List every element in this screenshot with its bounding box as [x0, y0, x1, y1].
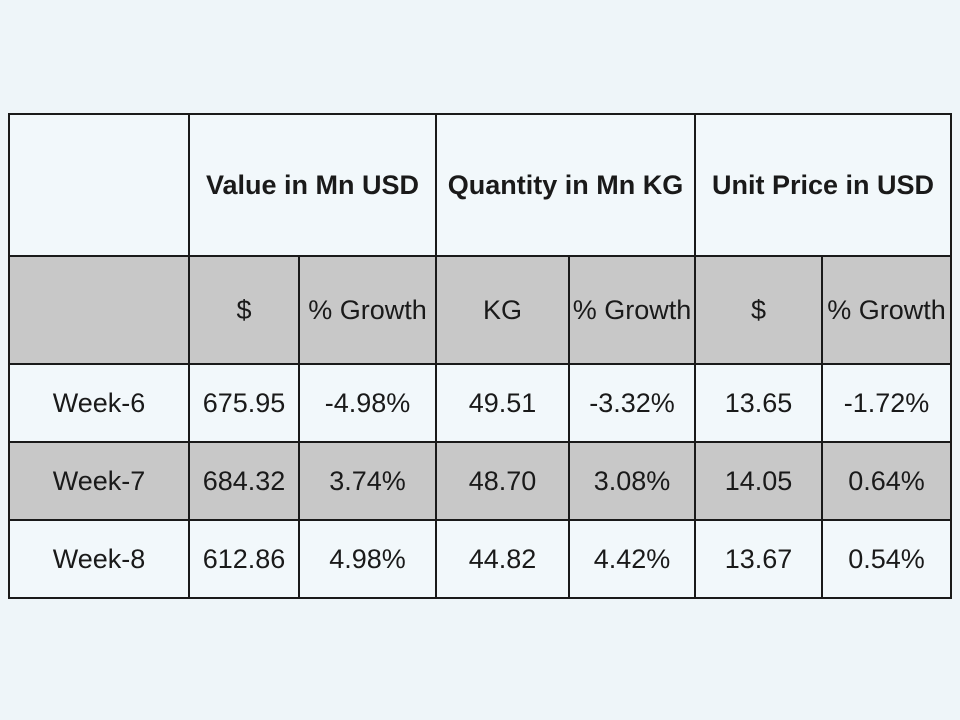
group-header-quantity: Quantity in Mn KG [435, 113, 697, 257]
table-cell: 0.64% [821, 441, 953, 521]
corner-cell [8, 113, 190, 257]
sub-header-quantity-kg: KG [435, 255, 571, 365]
table-cell: 49.51 [435, 363, 571, 443]
table-row: Week-6 675.95 -4.98% 49.51 -3.32% 13.65 … [8, 363, 953, 443]
table-cell: 612.86 [188, 519, 300, 599]
table-cell: 13.65 [694, 363, 824, 443]
table-cell: 14.05 [694, 441, 824, 521]
table-cell: 3.74% [297, 441, 438, 521]
table-cell: -3.32% [568, 363, 697, 443]
table-cell: -1.72% [821, 363, 953, 443]
group-header-unit-price: Unit Price in USD [694, 113, 953, 257]
group-header-row: Value in Mn USD Quantity in Mn KG Unit P… [8, 113, 953, 257]
group-header-value: Value in Mn USD [187, 113, 438, 257]
table-cell: -4.98% [297, 363, 438, 443]
table-row: Week-8 612.86 4.98% 44.82 4.42% 13.67 0.… [8, 519, 953, 599]
data-table: Value in Mn USD Quantity in Mn KG Unit P… [8, 113, 953, 599]
table-cell: 44.82 [435, 519, 571, 599]
table-cell: 4.98% [297, 519, 438, 599]
table-row: Week-7 684.32 3.74% 48.70 3.08% 14.05 0.… [8, 441, 953, 521]
table-cell: 675.95 [188, 363, 300, 443]
row-label: Week-6 [8, 363, 190, 443]
row-label: Week-8 [8, 519, 190, 599]
sub-header-value-growth: % Growth [297, 255, 438, 365]
table-cell: 0.54% [821, 519, 953, 599]
table-cell: 4.42% [568, 519, 697, 599]
sub-header-value-usd: $ [188, 255, 300, 365]
row-label: Week-7 [8, 441, 190, 521]
sub-header-price-growth: % Growth [821, 255, 953, 365]
table-cell: 48.70 [435, 441, 571, 521]
table-cell: 13.67 [694, 519, 824, 599]
sub-header-row: $ % Growth KG % Growth $ % Growth [8, 255, 953, 365]
sub-header-blank [8, 255, 190, 365]
table-cell: 3.08% [568, 441, 697, 521]
table-cell: 684.32 [188, 441, 300, 521]
sub-header-quantity-growth: % Growth [568, 255, 697, 365]
sub-header-price-usd: $ [694, 255, 824, 365]
